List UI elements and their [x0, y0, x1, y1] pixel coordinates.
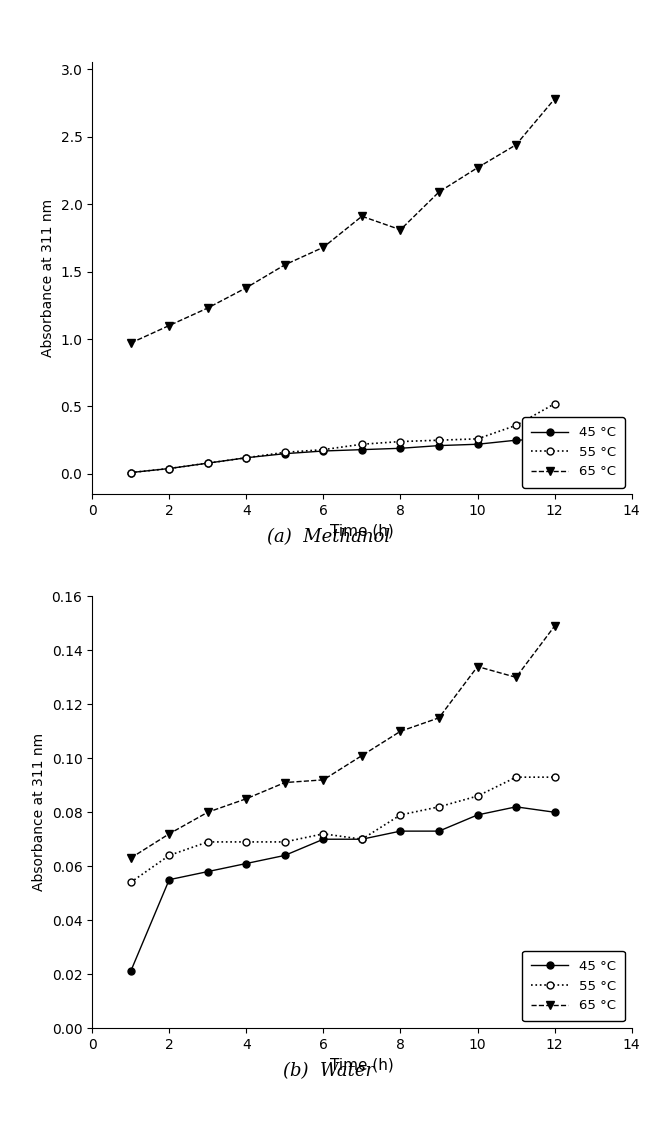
X-axis label: Time (h): Time (h) [330, 524, 393, 538]
55 °C [242, 451, 250, 465]
45 °C [242, 857, 250, 870]
55 °C [165, 461, 173, 475]
Line: 55 °C: 55 °C [127, 400, 558, 476]
65 °C [358, 749, 366, 762]
55 °C [319, 827, 327, 841]
55 °C [127, 466, 135, 479]
55 °C [474, 790, 482, 803]
45 °C [127, 466, 135, 479]
55 °C [319, 443, 327, 457]
55 °C [165, 849, 173, 862]
65 °C [397, 725, 405, 738]
45 °C [435, 438, 443, 452]
45 °C [127, 964, 135, 978]
65 °C [512, 670, 520, 684]
65 °C [474, 161, 482, 175]
55 °C [204, 835, 212, 849]
65 °C [165, 319, 173, 333]
45 °C [551, 805, 559, 819]
45 °C [281, 446, 289, 460]
45 °C [512, 800, 520, 813]
45 °C [319, 444, 327, 458]
45 °C [165, 461, 173, 475]
55 °C [397, 435, 405, 449]
Text: (b)  Water: (b) Water [284, 1062, 374, 1080]
Text: (a)  Methanol: (a) Methanol [267, 528, 391, 546]
65 °C [358, 209, 366, 223]
45 °C [397, 825, 405, 838]
65 °C [127, 336, 135, 350]
65 °C [435, 711, 443, 725]
65 °C [281, 776, 289, 790]
65 °C [512, 137, 520, 151]
45 °C [358, 833, 366, 846]
65 °C [551, 619, 559, 633]
55 °C [551, 396, 559, 410]
45 °C [204, 864, 212, 878]
55 °C [435, 434, 443, 448]
Y-axis label: Absorbance at 311 nm: Absorbance at 311 nm [32, 733, 46, 892]
55 °C [358, 437, 366, 451]
Line: 65 °C: 65 °C [126, 94, 559, 348]
Y-axis label: Absorbance at 311 nm: Absorbance at 311 nm [41, 199, 55, 358]
55 °C [512, 418, 520, 432]
55 °C [281, 445, 289, 459]
45 °C [319, 833, 327, 846]
65 °C [127, 851, 135, 864]
45 °C [474, 808, 482, 821]
45 °C [397, 442, 405, 456]
65 °C [281, 258, 289, 272]
55 °C [435, 800, 443, 813]
Line: 65 °C: 65 °C [126, 621, 559, 862]
55 °C [397, 808, 405, 821]
45 °C [165, 872, 173, 886]
45 °C [204, 457, 212, 470]
65 °C [551, 92, 559, 106]
55 °C [281, 835, 289, 849]
65 °C [474, 660, 482, 674]
65 °C [319, 241, 327, 254]
55 °C [551, 770, 559, 784]
Legend: 45 °C, 55 °C, 65 °C: 45 °C, 55 °C, 65 °C [522, 951, 625, 1021]
65 °C [397, 223, 405, 236]
55 °C [204, 457, 212, 470]
45 °C [512, 434, 520, 448]
55 °C [474, 432, 482, 445]
Line: 55 °C: 55 °C [127, 774, 558, 886]
65 °C [204, 301, 212, 315]
45 °C [435, 825, 443, 838]
65 °C [165, 827, 173, 841]
65 °C [242, 792, 250, 805]
Line: 45 °C: 45 °C [127, 435, 558, 476]
55 °C [242, 835, 250, 849]
45 °C [551, 432, 559, 445]
45 °C [242, 451, 250, 465]
65 °C [204, 805, 212, 819]
65 °C [242, 281, 250, 294]
55 °C [358, 833, 366, 846]
65 °C [319, 772, 327, 786]
65 °C [435, 185, 443, 199]
55 °C [127, 876, 135, 889]
Legend: 45 °C, 55 °C, 65 °C: 45 °C, 55 °C, 65 °C [522, 417, 625, 487]
X-axis label: Time (h): Time (h) [330, 1058, 393, 1072]
Line: 45 °C: 45 °C [127, 803, 558, 975]
45 °C [474, 437, 482, 451]
45 °C [358, 443, 366, 457]
55 °C [512, 770, 520, 784]
45 °C [281, 849, 289, 862]
